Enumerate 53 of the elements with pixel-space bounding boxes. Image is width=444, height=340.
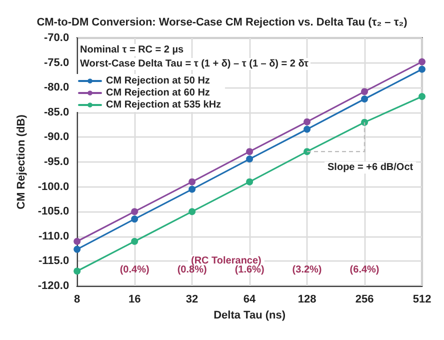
- point: [131, 216, 138, 223]
- point: [304, 126, 311, 133]
- annotation: Nominal τ = RC = 2 µs: [80, 44, 184, 56]
- point: [246, 178, 254, 186]
- annotation: (1.6%): [234, 264, 264, 276]
- point: [74, 268, 81, 275]
- annotation: (0.8%): [177, 264, 207, 276]
- point: [74, 246, 81, 253]
- y-axis-title: CM Rejection (dB): [16, 114, 28, 210]
- point: [304, 118, 311, 126]
- y-tick-label: -115.0: [38, 255, 70, 268]
- point: [188, 178, 196, 186]
- y-tick-label: -90.0: [44, 131, 70, 144]
- point: [131, 208, 138, 216]
- y-tick-label: -100.0: [38, 180, 70, 193]
- annotation: Slope = +6 dB/Oct: [328, 162, 414, 174]
- point: [246, 148, 254, 156]
- annotation: (6.4%): [350, 264, 380, 276]
- legend-label: CM Rejection at 60 Hz: [106, 88, 210, 98]
- legend-label: CM Rejection at 50 Hz: [106, 76, 210, 86]
- point: [74, 238, 81, 245]
- point: [246, 156, 254, 163]
- y-tick-label: -70.0: [44, 32, 70, 44]
- point: [418, 66, 426, 73]
- x-tick-label: 32: [186, 294, 198, 306]
- point: [418, 93, 426, 100]
- point: [188, 186, 196, 193]
- y-tick-label: -105.0: [38, 206, 70, 218]
- chart-title: CM-to-DM Conversion: Worse-Case CM Rejection vs. Delta Tau (τ₂ – τ₂): [36, 16, 408, 28]
- x-axis-title: Delta Tau (ns): [214, 309, 286, 322]
- point: [418, 58, 426, 66]
- annotation: (RC Tolerance): [191, 256, 262, 266]
- annotation: (0.4%): [120, 264, 150, 276]
- x-tick-label: 512: [412, 294, 432, 306]
- y-tick-label: -110.0: [38, 230, 70, 242]
- point: [361, 88, 368, 96]
- x-tick-label: 128: [298, 294, 316, 306]
- y-tick-label: -95.0: [44, 156, 70, 168]
- x-tick-label: 8: [74, 294, 80, 306]
- annotation: (3.2%): [292, 264, 322, 276]
- x-tick-label: 256: [355, 294, 374, 306]
- x-tick-label: 16: [128, 294, 141, 306]
- point: [361, 118, 368, 126]
- y-tick-label: -80.0: [44, 82, 70, 94]
- point: [188, 208, 196, 216]
- y-tick-label: -85.0: [44, 106, 70, 118]
- y-tick-label: -75.0: [44, 56, 70, 69]
- x-tick-label: 64: [243, 294, 257, 306]
- point: [131, 238, 138, 245]
- legend-label: CM Rejection at 535 kHz: [106, 100, 222, 110]
- point: [361, 96, 368, 103]
- y-tick-label: -120.0: [38, 280, 70, 292]
- annotation: Worst-Case Delta Tau = τ (1 + δ) – τ (1 – δ) = 2 δτ: [80, 58, 310, 70]
